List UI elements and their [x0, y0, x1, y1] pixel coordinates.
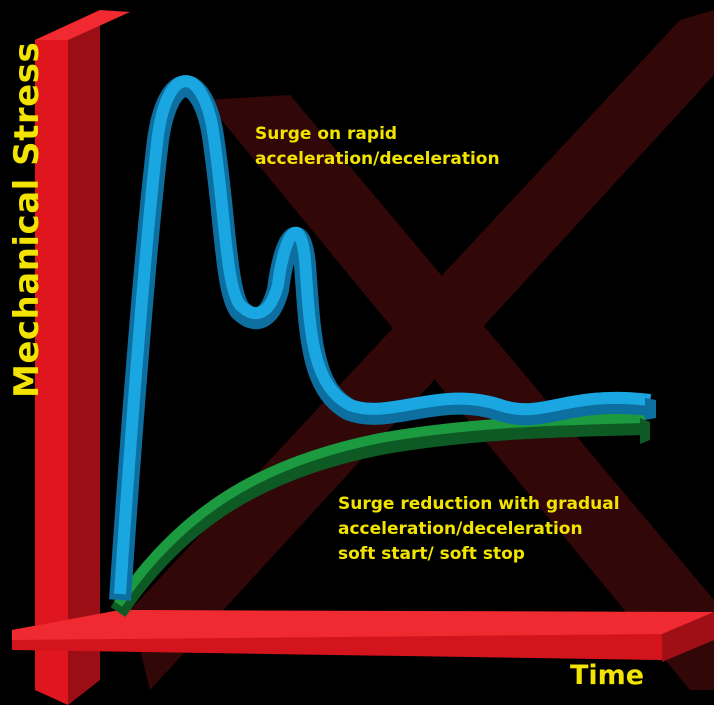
gradual-annotation-line-3: soft start/ soft stop — [338, 544, 525, 564]
gradual-annotation-line-2: acceleration/deceleration — [338, 519, 583, 539]
cross-out-x-overlay — [130, 10, 714, 690]
x-axis-label: Time — [570, 660, 645, 691]
rapid-acceleration-curve — [109, 75, 656, 601]
y-axis-label-text: Mechanical Stress — [7, 41, 47, 398]
rapid-annotation-line-2: acceleration/deceleration — [255, 149, 500, 169]
gradual-surge-annotation: Surge reduction with gradual acceleratio… — [338, 492, 620, 567]
y-axis-bar — [35, 10, 130, 705]
rapid-annotation-line-1: Surge on rapid — [255, 124, 398, 144]
gradual-annotation-line-1: Surge reduction with gradual — [338, 494, 620, 514]
x-axis-bar — [12, 610, 714, 662]
rapid-surge-annotation: Surge on rapid acceleration/deceleration — [255, 122, 500, 172]
